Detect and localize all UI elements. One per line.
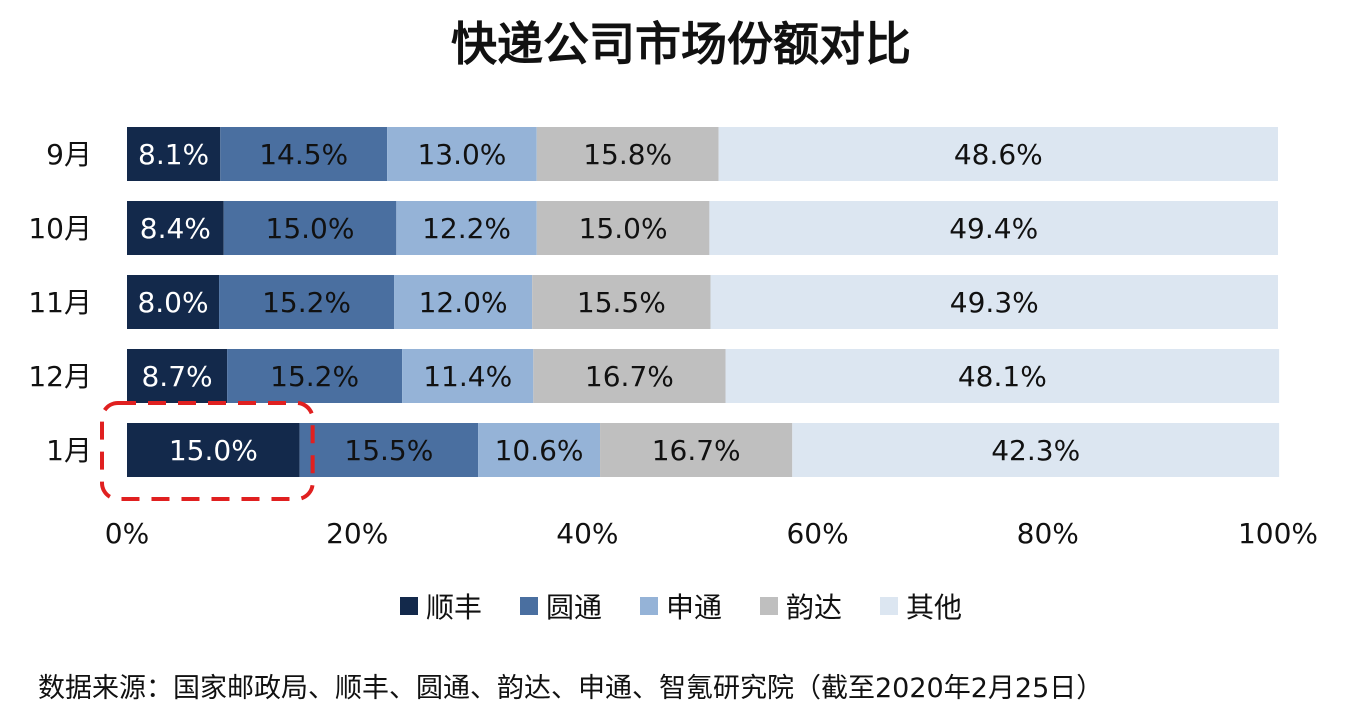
chart-title: 快递公司市场份额对比	[451, 17, 911, 71]
bar-segment-2	[220, 127, 388, 181]
bar-segment-1	[127, 201, 224, 255]
x-tick-label: 20%	[326, 517, 388, 550]
x-tick-label: 0%	[105, 517, 149, 550]
legend: 顺丰 圆通 申通 韵达 其他	[0, 586, 1362, 626]
data-label: 49.4%	[949, 212, 1038, 245]
stacked-bar-chart: 9月 8.1% 14.5% 13.0% 15.8% 48.6% 10月 8.4% 15.0% 12…	[28, 127, 1318, 550]
category-label: 12月	[28, 360, 92, 393]
bar-segment-3	[387, 127, 537, 181]
data-label: 15.2%	[270, 360, 359, 393]
category-label: 1月	[46, 434, 92, 467]
legend-swatch-yunda	[760, 597, 778, 615]
data-label: 15.8%	[583, 138, 672, 171]
data-label: 12.0%	[419, 286, 508, 319]
data-label: 16.7%	[652, 434, 741, 467]
data-label: 49.3%	[950, 286, 1039, 319]
legend-label-shentong: 申通	[665, 591, 722, 624]
data-label: 16.7%	[585, 360, 674, 393]
legend-label-yuantong: 圆通	[545, 591, 602, 624]
source-note: 数据来源：国家邮政局、顺丰、圆通、韵达、申通、智氪研究院（截至2020年2月25…	[38, 673, 1104, 704]
data-label: 8.4%	[140, 212, 211, 245]
bar-segment-2	[299, 423, 479, 477]
bar-segment-2	[227, 349, 403, 403]
data-label: 15.5%	[344, 434, 433, 467]
bar-segment-1	[127, 275, 220, 329]
legend-label-shunfeng: 顺丰	[425, 591, 482, 624]
bar-segment-5	[718, 127, 1278, 181]
data-label: 15.0%	[266, 212, 355, 245]
bar-segment-3	[402, 349, 534, 403]
bar-segment-2	[219, 275, 395, 329]
category-label: 10月	[28, 212, 92, 245]
bar-segment-4	[536, 127, 719, 181]
data-label: 42.3%	[991, 434, 1080, 467]
x-tick-label: 40%	[556, 517, 618, 550]
data-label: 13.0%	[417, 138, 506, 171]
bar-segment-5	[792, 423, 1280, 477]
legend-item-shunfeng: 顺丰	[399, 586, 482, 626]
bar-segment-1	[127, 127, 221, 181]
category-label: 11月	[28, 286, 92, 319]
data-label: 12.2%	[422, 212, 511, 245]
x-tick-label: 100%	[1238, 517, 1318, 550]
data-label: 48.1%	[958, 360, 1047, 393]
data-label: 8.7%	[141, 360, 212, 393]
bar-segment-4	[532, 275, 711, 329]
legend-item-shentong: 申通	[639, 586, 722, 626]
x-tick-label: 80%	[1017, 517, 1079, 550]
bar-segment-3	[396, 201, 537, 255]
bar-segment-1	[127, 423, 300, 477]
legend-swatch-other	[880, 597, 899, 615]
bar-segment-5	[709, 201, 1278, 255]
bar-segment-5	[710, 275, 1278, 329]
bar-segment-2	[223, 201, 397, 255]
data-label: 8.0%	[137, 286, 208, 319]
legend-item-other: 其他	[880, 586, 962, 626]
bar-segment-3	[394, 275, 533, 329]
bar-segment-1	[127, 349, 228, 403]
bar-segment-5	[725, 349, 1280, 403]
legend-label-other: 其他	[906, 591, 963, 624]
legend-item-yunda: 韵达	[760, 586, 842, 626]
data-label: 15.0%	[169, 434, 258, 467]
bar-segment-4	[533, 349, 726, 403]
data-label: 15.2%	[262, 286, 351, 319]
data-label: 8.1%	[138, 138, 209, 171]
category-label: 9月	[46, 138, 92, 171]
data-label: 11.4%	[423, 360, 512, 393]
bar-segment-3	[478, 423, 601, 477]
legend-label-yunda: 韵达	[786, 591, 843, 624]
legend-swatch-yuantong	[519, 597, 538, 615]
data-label: 15.0%	[579, 212, 668, 245]
legend-swatch-shentong	[639, 597, 658, 615]
data-label: 10.6%	[495, 434, 584, 467]
bar-segment-4	[600, 423, 793, 477]
legend-item-yuantong: 圆通	[519, 586, 602, 626]
x-tick-label: 60%	[786, 517, 848, 550]
legend-swatch-shunfeng	[399, 597, 418, 615]
data-label: 48.6%	[954, 138, 1043, 171]
data-label: 14.5%	[259, 138, 348, 171]
data-label: 15.5%	[577, 286, 666, 319]
bar-segment-4	[536, 201, 710, 255]
